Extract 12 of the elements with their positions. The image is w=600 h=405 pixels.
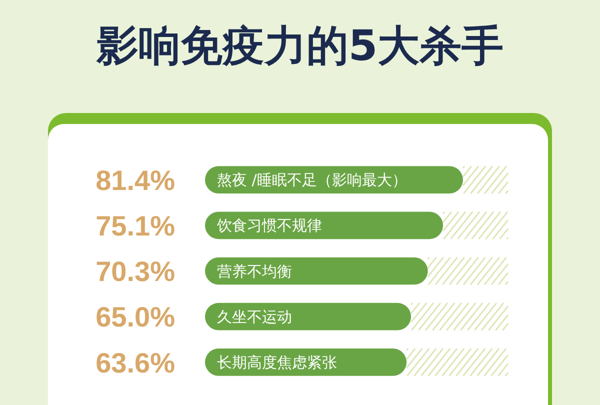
data-label: 70.3% xyxy=(96,256,176,288)
data-label: 65.0% xyxy=(96,302,176,333)
bar xyxy=(205,302,412,330)
data-label: 75.1% xyxy=(96,210,176,242)
chart-title: 影响免疫力的5大杀手 xyxy=(95,21,504,70)
data-label: 63.6% xyxy=(96,347,176,378)
y-tick-label: 饮食习惯不规律 xyxy=(216,216,322,235)
y-tick-label: 久坐不运动 xyxy=(217,308,292,326)
data-label: 81.4% xyxy=(96,164,176,196)
y-tick-label: 长期高度焦虑紧张 xyxy=(217,353,337,372)
y-tick-label: 营养不均衡 xyxy=(217,262,292,280)
y-tick-label: 熬夜 /睡眠不足（影响最大） xyxy=(217,171,407,190)
